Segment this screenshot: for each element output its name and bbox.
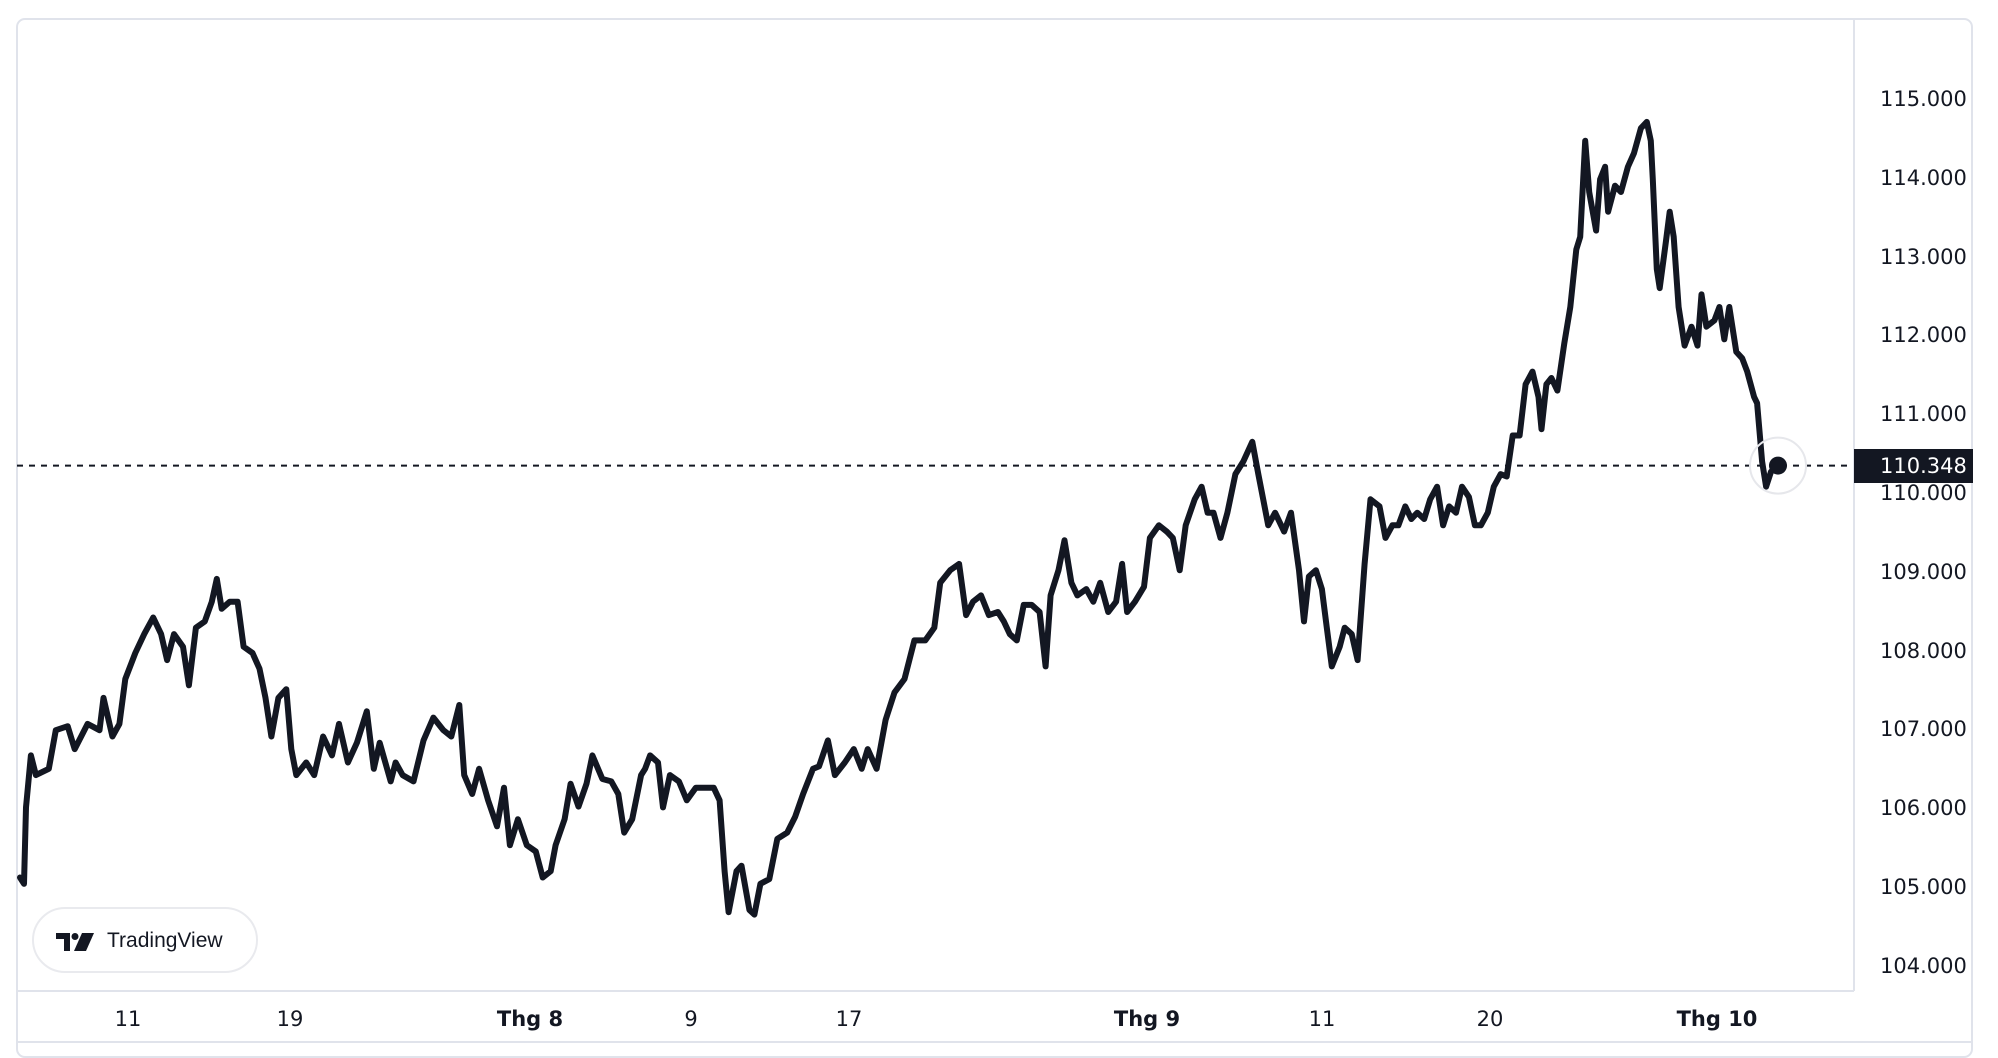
bottom-border	[17, 1041, 1973, 1043]
price-tick-label: 109.000	[1880, 559, 1967, 584]
time-tick-label: 9	[684, 1007, 698, 1031]
time-tick-label: Thg 9	[1113, 1007, 1181, 1031]
price-axis-divider	[1853, 19, 1855, 991]
price-line	[17, 118, 1781, 918]
time-tick-label: Thg 8	[496, 1007, 564, 1031]
time-axis-divider	[17, 990, 1854, 992]
price-tick-label: 106.000	[1880, 796, 1967, 821]
price-tick-label: 111.000	[1880, 402, 1967, 427]
price-tick-label: 105.000	[1880, 875, 1967, 899]
time-tick-label: 20	[1476, 1007, 1504, 1031]
tradingview-logo-icon	[56, 933, 94, 951]
tradingview-label: TradingView	[107, 929, 223, 952]
time-tick-label: 11	[1308, 1007, 1336, 1031]
last-price-label: 110.348	[1854, 449, 1973, 483]
tradingview-badge[interactable]: TradingView	[32, 907, 258, 973]
time-tick-label: 19	[276, 1007, 304, 1031]
price-tick-label: 104.000	[1880, 953, 1967, 978]
time-tick-label: 17	[835, 1007, 863, 1031]
time-tick-label: Thg 10	[1676, 1007, 1758, 1031]
price-tick-label: 108.000	[1880, 638, 1967, 663]
price-tick-label: 113.000	[1880, 244, 1967, 269]
price-tick-label: 110.000	[1880, 481, 1967, 505]
price-tick-label: 115.000	[1880, 87, 1967, 111]
time-tick-label: 11	[114, 1007, 142, 1031]
last-point-marker	[1769, 456, 1787, 475]
price-tick-label: 114.000	[1880, 165, 1967, 190]
price-tick-label: 112.000	[1880, 323, 1967, 348]
last-point-halo	[1749, 436, 1807, 495]
price-tick-label: 107.000	[1880, 717, 1967, 742]
